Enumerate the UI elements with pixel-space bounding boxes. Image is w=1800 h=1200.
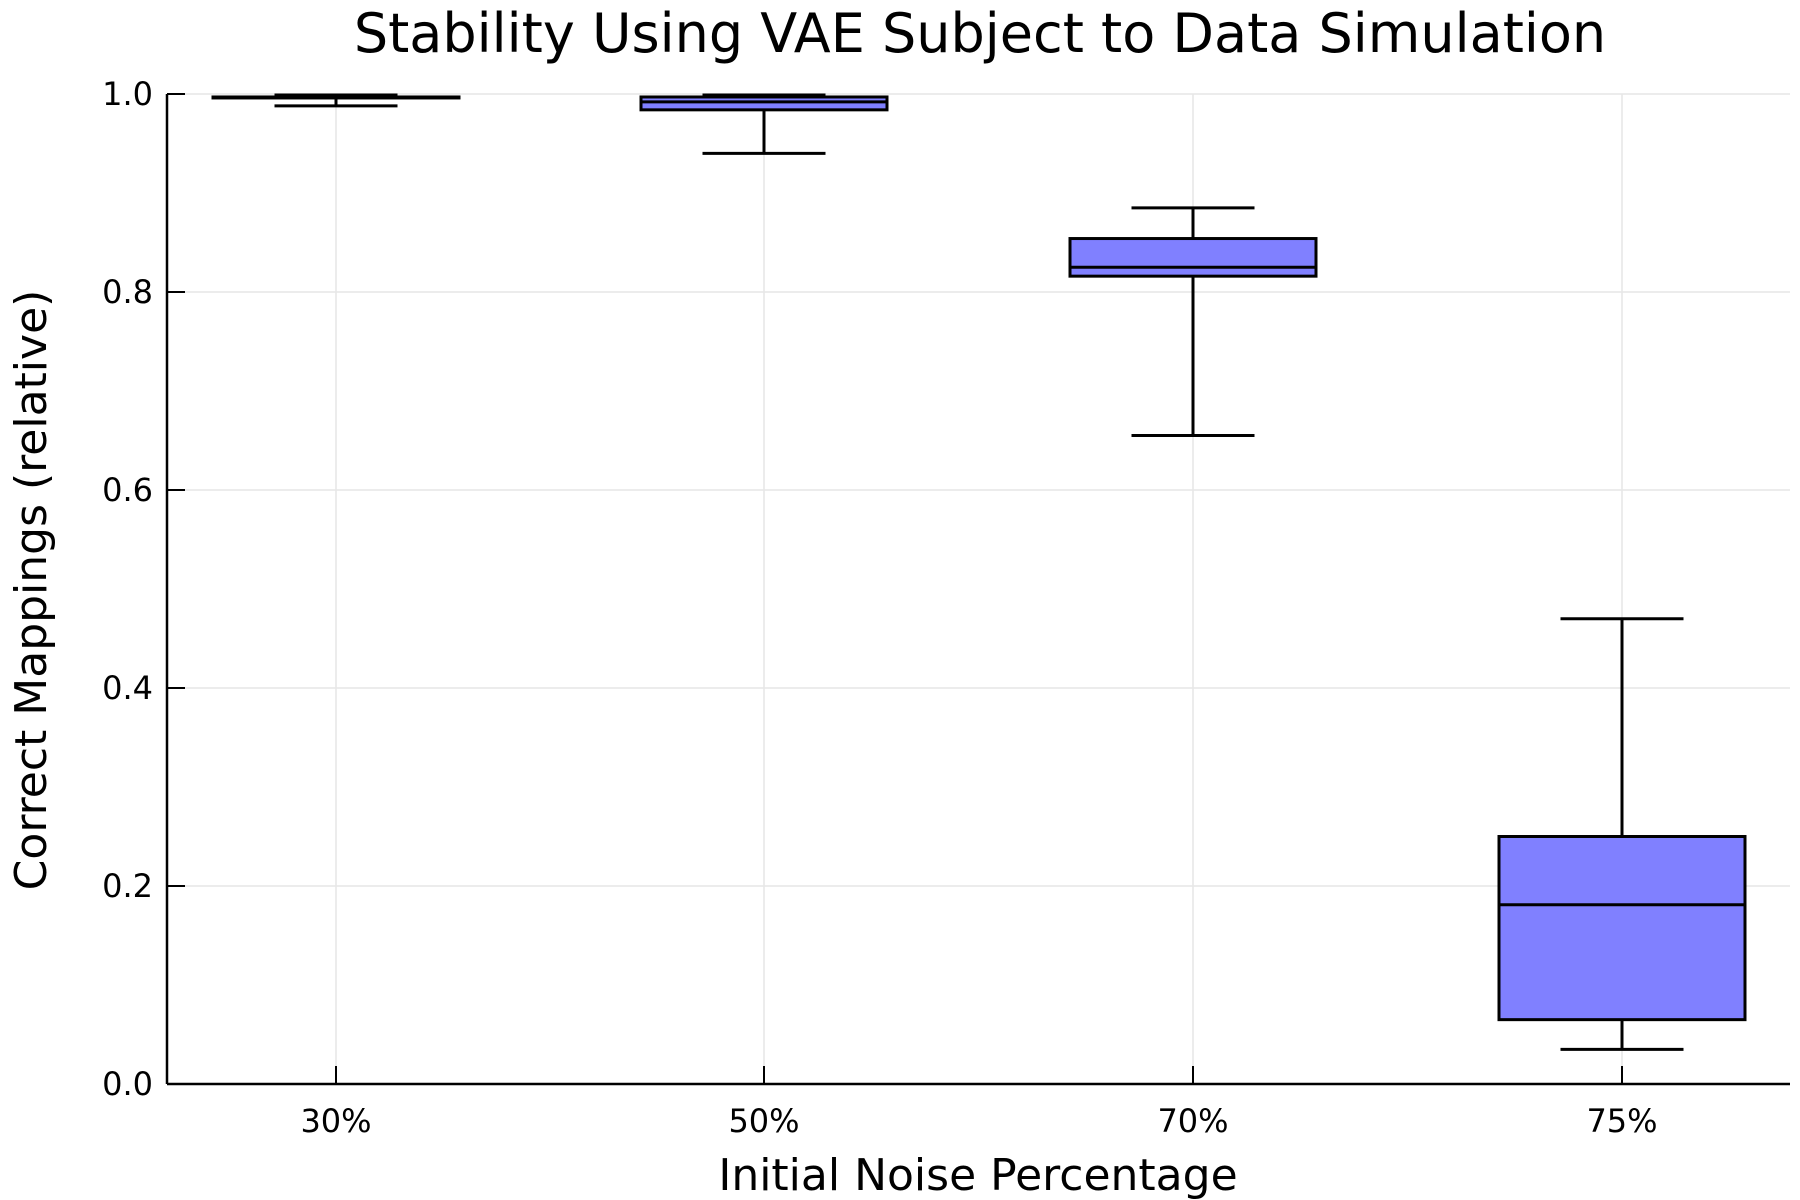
y-tick-label: 0.0 — [102, 1065, 153, 1103]
box-group — [1068, 206, 1318, 438]
boxes — [211, 93, 1747, 1051]
x-tick-label: 30% — [300, 1102, 371, 1140]
box-group — [1497, 617, 1747, 1051]
box-group — [639, 93, 889, 155]
x-tick-label: 50% — [728, 1102, 799, 1140]
box-iqr — [1068, 237, 1318, 278]
y-axis-label: Correct Mappings (relative) — [6, 290, 57, 891]
x-axis-label: Initial Noise Percentage — [718, 1150, 1237, 1200]
y-tick-label: 0.8 — [102, 273, 153, 311]
box-iqr — [1497, 835, 1747, 1022]
axes: 0.0 0.2 0.4 0.6 0.8 1.0 30% 50% 70% 75% — [102, 75, 1790, 1140]
x-tick-label: 70% — [1157, 1102, 1228, 1140]
y-tick-label: 1.0 — [102, 75, 153, 113]
x-tick-label: 75% — [1586, 1102, 1657, 1140]
y-tick-label: 0.2 — [102, 867, 153, 905]
y-tick-label: 0.4 — [102, 669, 153, 707]
chart-title: Stability Using VAE Subject to Data Simu… — [354, 2, 1606, 65]
box-group — [211, 93, 461, 108]
y-tick-label: 0.6 — [102, 471, 153, 509]
